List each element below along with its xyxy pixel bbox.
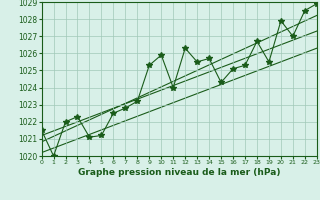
X-axis label: Graphe pression niveau de la mer (hPa): Graphe pression niveau de la mer (hPa) — [78, 168, 280, 177]
